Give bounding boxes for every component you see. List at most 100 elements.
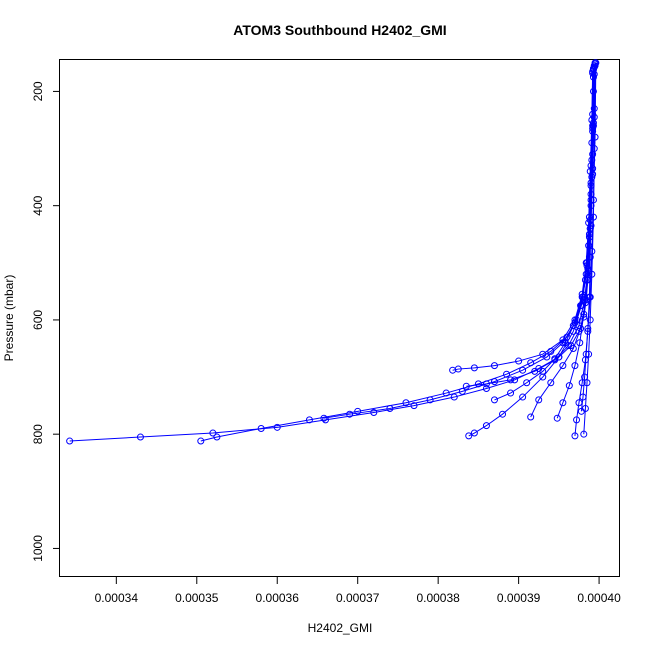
series-line [494,65,596,401]
x-tick-label: 0.00037 [336,591,380,605]
data-point [591,60,599,68]
data-point [426,396,434,404]
data-point [576,339,584,347]
x-axis-label: H2402_GMI [308,621,373,635]
data-point [490,396,498,404]
x-tick-label: 0.00039 [497,591,541,605]
y-tick-label: 800 [31,424,45,444]
data-point [571,319,579,327]
data-point [582,350,590,358]
data-point [571,432,579,440]
data-point [507,376,515,384]
data-point [579,393,587,401]
y-axis: 200 400 600 800 1000 [31,81,60,562]
y-tick-label: 400 [31,195,45,215]
data-point [571,362,579,370]
series-line [69,65,595,442]
x-tick-label: 0.00034 [95,591,139,605]
x-tick-label: 0.00036 [256,591,300,605]
data-point [589,170,597,178]
data-point [585,350,593,358]
x-tick-label: 0.00038 [416,591,460,605]
data-point [547,379,555,387]
data-point [305,416,313,424]
data-point [499,410,507,418]
data-point [565,382,573,390]
data-point [523,379,531,387]
series-line [580,73,594,412]
y-tick-label: 1000 [31,535,45,562]
data-point [470,364,478,372]
data-point [587,202,595,210]
data-point [551,355,559,363]
data-point [458,387,466,395]
data-point [559,362,567,370]
x-tick-label: 0.00035 [175,591,219,605]
series-line [323,62,596,419]
data-point [402,399,410,407]
data-point [482,384,490,392]
data-point [370,408,378,416]
data-series [527,63,598,421]
data-point [462,382,470,390]
y-axis-label: Pressure (mbar) [2,275,16,362]
data-point [465,432,473,440]
y-tick-label: 600 [31,310,45,330]
data-point [577,325,585,332]
data-point [584,325,592,332]
data-series [66,62,598,445]
data-point [482,380,490,388]
data-point [586,253,594,261]
data-point [490,362,498,370]
data-point [588,270,596,278]
data-point [577,407,585,415]
x-tick-label: 0.00040 [577,591,621,605]
data-series [577,69,597,415]
data-series [197,65,597,445]
data-point [578,379,586,387]
data-point [592,59,600,67]
data-point [580,430,588,438]
data-point [586,316,594,324]
data-point [559,399,567,407]
data-point [410,402,418,410]
data-point [136,433,144,441]
series-line [583,63,596,435]
data-point [580,310,588,318]
data-point [581,373,589,381]
x-axis: 0.00034 0.00035 0.00036 0.00037 0.00038 0.000… [95,577,621,605]
series-line [466,74,595,387]
data-point [535,396,543,404]
data-point [482,422,490,430]
data-point [531,367,539,375]
data-point [209,429,217,437]
data-point [589,125,597,133]
data-point [527,413,535,421]
series-line [452,71,594,371]
data-point [573,416,581,424]
data-series [580,60,599,438]
data-point [449,366,457,374]
data-point [589,69,597,77]
data-point [470,429,478,437]
data-point [561,339,569,347]
data-point [386,404,394,412]
data-point [197,437,205,445]
data-point [66,437,74,445]
data-point [213,433,221,441]
data-point [320,414,328,422]
data-point [354,407,362,415]
data-point [450,393,458,401]
data-point [507,389,515,397]
data-point [569,344,577,352]
data-point [519,393,527,401]
data-point [346,410,354,418]
series-line [468,77,594,437]
data-point [585,293,593,301]
data-point [257,424,265,432]
data-series [449,67,597,374]
data-point [539,367,547,375]
data-point [273,423,281,431]
data-point [519,366,527,374]
